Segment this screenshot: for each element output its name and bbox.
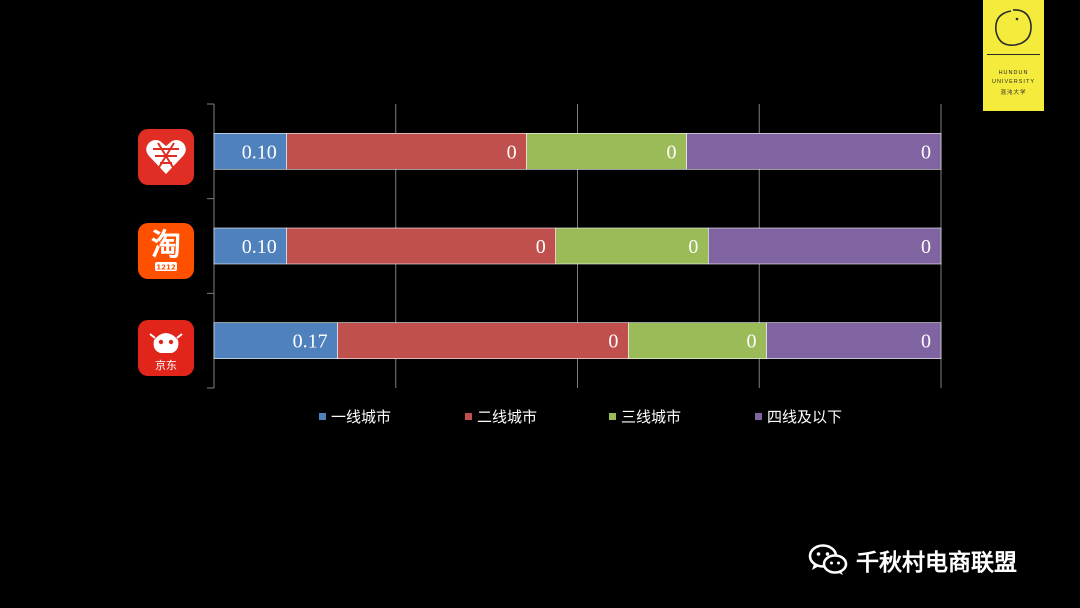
- jd-icon-sub: 京东: [155, 358, 177, 372]
- legend-label-tier3: 三线城市: [621, 408, 682, 426]
- bar-segment-1-3: [526, 133, 687, 170]
- logo-line-1: HUNDUN: [998, 70, 1029, 76]
- bar-segment-2-2: [286, 227, 556, 265]
- bar-segment-3-4: [766, 322, 942, 359]
- bar-segment-2-3: [555, 227, 709, 265]
- legend-swatch-tier2: [465, 413, 472, 420]
- data-label-1-1: 0.10: [242, 141, 277, 163]
- data-label-3-3: 0: [747, 331, 757, 353]
- wechat-icon: [808, 544, 848, 575]
- bar-segment-1-4: [686, 133, 942, 170]
- legend-label-tier2: 二线城市: [477, 408, 538, 426]
- legend-item-tier3: 三线城市: [609, 406, 681, 427]
- logo-mark-icon: [994, 9, 1032, 47]
- taobao-icon-char: 淘: [151, 228, 181, 263]
- legend-swatch-tier4: [755, 413, 762, 420]
- data-label-3-1: 0.17: [293, 331, 328, 353]
- watermark-text: 千秋村电商联盟: [856, 550, 1017, 576]
- data-label-2-1: 0.10: [242, 236, 277, 258]
- bar-segment-3-3: [628, 322, 767, 359]
- data-label-1-3: 0: [667, 141, 677, 163]
- bar-segment-2-1: [213, 227, 287, 265]
- legend-item-tier4: 四线及以下: [755, 406, 842, 427]
- data-label-3-2: 0: [608, 331, 618, 353]
- data-label-2-4: 0: [921, 236, 931, 258]
- legend-label-tier4: 四线及以下: [767, 408, 843, 426]
- pinduoduo-app-icon: [138, 129, 194, 185]
- taobao-app-icon: 淘 1212: [138, 223, 194, 279]
- bars-layer: [213, 133, 942, 359]
- data-label-3-4: 0: [921, 331, 931, 353]
- data-label-1-4: 0: [921, 141, 931, 163]
- legend-item-tier1: 一线城市: [319, 406, 391, 427]
- data-label-2-3: 0: [688, 236, 698, 258]
- logo-divider: [987, 54, 1040, 55]
- wechat-watermark: 千秋村电商联盟: [808, 540, 1017, 580]
- labels-layer: 0.10 0 0 0 0.10 0 0 0 0.17 0 0 0: [242, 141, 931, 352]
- legend-item-tier2: 二线城市: [465, 406, 537, 427]
- jd-app-icon: 京东: [138, 320, 194, 376]
- bar-segment-3-2: [337, 322, 629, 359]
- logo-line-3: 混沌大学: [1000, 90, 1027, 96]
- bar-segment-1-2: [286, 133, 527, 170]
- chart-legend: 一线城市 二线城市 三线城市 四线及以下: [0, 406, 1080, 430]
- bar-segment-2-4: [708, 227, 942, 265]
- legend-label-tier1: 一线城市: [331, 408, 392, 426]
- bar-segment-3-1: [213, 322, 338, 359]
- data-label-1-2: 0: [507, 141, 517, 163]
- legend-swatch-tier3: [609, 413, 616, 420]
- hundun-university-logo: HUNDUN UNIVERSITY 混沌大学: [983, 0, 1044, 111]
- data-label-2-2: 0: [536, 236, 546, 258]
- logo-line-2: UNIVERSITY: [991, 79, 1035, 85]
- taobao-icon-sub: 1212: [156, 264, 176, 272]
- legend-swatch-tier1: [319, 413, 326, 420]
